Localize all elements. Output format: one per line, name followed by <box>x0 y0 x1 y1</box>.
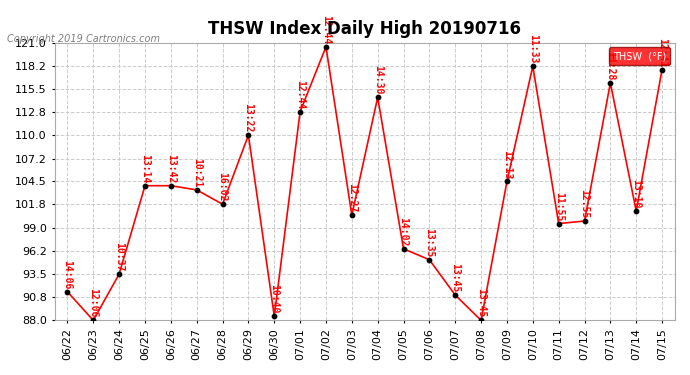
Text: 13:28: 13:28 <box>605 51 615 81</box>
Text: 14:06: 14:06 <box>62 260 72 289</box>
Text: 13:45: 13:45 <box>476 288 486 318</box>
Point <box>191 187 202 193</box>
Text: Copyright 2019 Cartronics.com: Copyright 2019 Cartronics.com <box>7 34 160 44</box>
Point <box>502 178 513 184</box>
Text: 14:02: 14:02 <box>399 217 408 246</box>
Text: 13:14: 13:14 <box>140 154 150 183</box>
Text: 13:22: 13:22 <box>244 103 253 133</box>
Text: 11:55: 11:55 <box>553 192 564 221</box>
Point <box>398 246 409 252</box>
Point <box>424 257 435 263</box>
Point <box>139 183 150 189</box>
Text: 12:55: 12:55 <box>580 189 589 219</box>
Text: 13:10: 13:10 <box>631 179 641 209</box>
Point <box>295 109 306 115</box>
Point <box>450 292 461 298</box>
Text: 11:33: 11:33 <box>528 34 538 64</box>
Text: 12:27: 12:27 <box>347 183 357 213</box>
Text: 13:45: 13:45 <box>451 263 460 292</box>
Text: 12:44: 12:44 <box>295 80 305 109</box>
Point <box>268 313 279 319</box>
Point <box>88 317 99 323</box>
Point <box>605 80 616 86</box>
Title: THSW Index Daily High 20190716: THSW Index Daily High 20190716 <box>208 20 521 38</box>
Text: 10:40: 10:40 <box>269 284 279 314</box>
Text: 12:06: 12:06 <box>88 288 98 318</box>
Point <box>372 94 383 100</box>
Text: 13:35: 13:35 <box>424 228 435 257</box>
Text: 12:13: 12:13 <box>502 150 512 179</box>
Legend: THSW  (°F): THSW (°F) <box>609 48 670 65</box>
Text: 12:41: 12:41 <box>657 38 667 67</box>
Point <box>579 218 590 224</box>
Text: 10:37: 10:37 <box>114 242 124 272</box>
Point <box>475 317 486 323</box>
Point <box>320 44 331 50</box>
Point <box>62 289 73 295</box>
Point <box>527 63 538 69</box>
Point <box>631 208 642 214</box>
Text: 12:44: 12:44 <box>321 15 331 44</box>
Point <box>243 132 254 138</box>
Point <box>657 66 668 72</box>
Point <box>114 271 125 277</box>
Point <box>166 183 177 189</box>
Point <box>217 201 228 207</box>
Text: 14:30: 14:30 <box>373 65 383 95</box>
Point <box>553 220 564 226</box>
Text: 10:21: 10:21 <box>192 158 201 188</box>
Text: 13:42: 13:42 <box>166 154 176 183</box>
Text: 16:02: 16:02 <box>217 172 228 202</box>
Point <box>346 212 357 218</box>
